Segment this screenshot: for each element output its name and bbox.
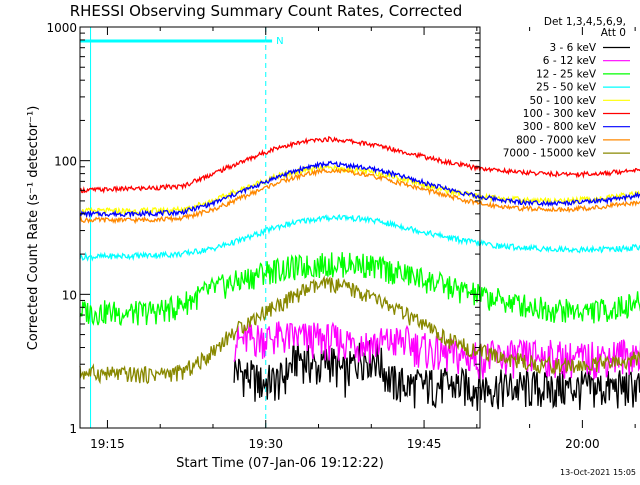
- y-axis-label: Corrected Count Rate (s⁻¹ detector⁻¹): [26, 106, 41, 351]
- y-tick-label-0: 1: [69, 422, 77, 436]
- axis-ticks: 19:1519:3019:4520:0020:1520:3020:4511010…: [46, 21, 636, 451]
- legend-label-8: 7000 - 15000 keV: [503, 148, 597, 160]
- legend-label-7: 800 - 7000 keV: [516, 134, 597, 146]
- x-tick-label-2: 19:45: [407, 437, 442, 451]
- series-line-5: [79, 135, 640, 194]
- series-line-6: [79, 160, 640, 219]
- x-tick-label-0: 19:15: [90, 437, 125, 451]
- series-line-8: [79, 275, 640, 385]
- legend-label-5: 100 - 300 keV: [523, 108, 597, 120]
- reference-lines: N: [80, 27, 284, 428]
- legend-label-6: 300 - 800 keV: [523, 121, 597, 133]
- y-tick-label-1: 10: [62, 288, 77, 302]
- legend-header-0: Det 1,3,4,5,6,9,: [544, 16, 626, 28]
- legend-label-0: 3 - 6 keV: [549, 42, 596, 54]
- series-layer: [79, 135, 640, 411]
- x-tick-label-1: 19:30: [248, 437, 283, 451]
- legend-label-4: 50 - 100 keV: [529, 95, 596, 107]
- legend-header-1: Att 0: [601, 27, 626, 39]
- plot-frame: [79, 26, 481, 429]
- series-line-7: [79, 167, 640, 225]
- x-axis-label: Start Time (07-Jan-06 19:12:22): [176, 456, 384, 471]
- timestamp: 13-Oct-2021 15:05: [560, 468, 636, 477]
- legend-label-2: 12 - 25 keV: [536, 68, 597, 80]
- y-tick-label-2: 100: [54, 155, 77, 169]
- legend-label-3: 25 - 50 keV: [536, 82, 597, 94]
- series-line-0: [233, 338, 640, 411]
- y-tick-label-3: 1000: [46, 21, 77, 35]
- series-line-3: [79, 214, 640, 262]
- chart-title: RHESSI Observing Summary Count Rates, Co…: [70, 2, 463, 20]
- state-bar-label-1: N: [276, 36, 283, 47]
- x-tick-label-3: 20:00: [565, 437, 600, 451]
- series-line-2: [79, 252, 640, 327]
- legend-label-1: 6 - 12 keV: [543, 55, 597, 67]
